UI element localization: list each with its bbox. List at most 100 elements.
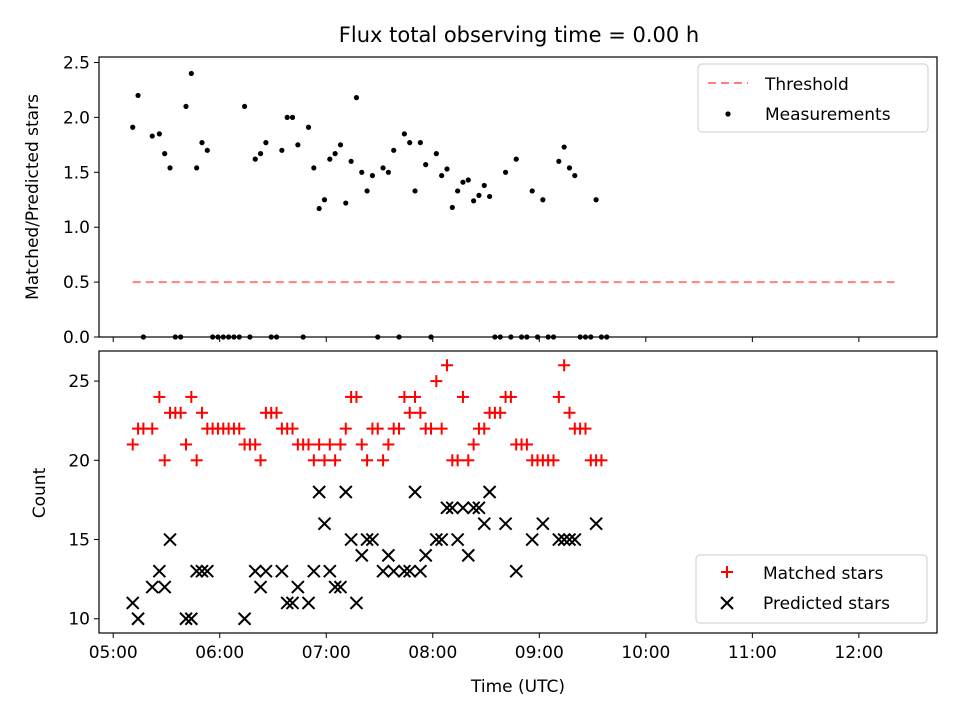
matched-star-point xyxy=(435,422,448,435)
measurement-point xyxy=(241,103,248,110)
measurement-point xyxy=(210,334,216,340)
matched-star-point xyxy=(195,406,208,419)
predicted-star-point xyxy=(536,516,550,531)
measurement-point xyxy=(231,334,237,340)
legend-matched-marker xyxy=(721,566,733,578)
matched-star-point xyxy=(440,359,453,372)
measurement-point xyxy=(220,334,226,340)
matched-star-point xyxy=(185,390,198,403)
predicted-star-point xyxy=(349,596,364,610)
predicted-star-point xyxy=(248,564,262,578)
measurement-point xyxy=(284,114,290,120)
measurement-point xyxy=(582,334,589,340)
matched-star-point xyxy=(398,390,411,403)
matched-star-point xyxy=(451,454,464,467)
bottom-axes: 10 15 20 25 05:00 06:00 07:00 08:00 09:00 10:00 1… xyxy=(30,350,938,697)
top-axes-frame xyxy=(98,56,938,338)
matched-star-point xyxy=(393,422,406,435)
measurement-point xyxy=(316,205,322,212)
measurement-point xyxy=(476,192,482,198)
measurement-point xyxy=(502,169,509,175)
measurement-point xyxy=(194,165,200,171)
predicted-star-point xyxy=(440,501,454,515)
predicted-star-point xyxy=(387,564,401,578)
measurement-point xyxy=(359,169,365,175)
measurements-series xyxy=(130,70,610,340)
measurement-point xyxy=(380,165,386,171)
measurement-point xyxy=(268,334,274,340)
measurement-point xyxy=(566,165,573,171)
top-legend: Threshold Measurements xyxy=(697,63,929,133)
bottom-y-ticks: 10 15 20 25 xyxy=(68,372,99,630)
matched-star-point xyxy=(478,422,491,435)
predicted-star-point xyxy=(333,580,348,594)
measurement-point xyxy=(252,156,258,162)
predicted-star-point xyxy=(376,564,390,578)
bottom-axes-frame xyxy=(98,350,938,634)
matched-star-point xyxy=(371,422,384,435)
measurement-point xyxy=(263,140,269,146)
measurement-point xyxy=(471,198,477,204)
matched-star-point xyxy=(520,438,533,451)
measurement-point xyxy=(455,188,461,194)
legend-predicted-marker xyxy=(720,596,734,610)
bottom-x-tick-label: 11:00 xyxy=(728,643,777,663)
measurement-point xyxy=(465,177,471,183)
measurement-point xyxy=(162,151,168,157)
matched-star-point xyxy=(414,406,427,419)
matched-star-point xyxy=(504,390,517,403)
top-y-tick-label: 0.5 xyxy=(63,273,90,293)
measurement-point xyxy=(273,334,280,340)
measurement-point xyxy=(529,188,535,194)
bottom-x-tick-label: 10:00 xyxy=(621,643,670,663)
measurement-point xyxy=(188,70,194,77)
bottom-y-tick-label: 25 xyxy=(68,372,90,392)
predicted-star-point xyxy=(259,564,273,578)
measurement-point xyxy=(135,92,141,99)
measurement-point xyxy=(518,334,525,340)
predicted-star-point xyxy=(307,564,321,578)
top-y-ticks: 0.0 0.5 1.0 1.5 2.0 2.5 xyxy=(63,53,99,348)
measurement-point xyxy=(401,131,407,137)
measurement-point xyxy=(439,172,445,179)
predicted-star-point xyxy=(344,532,358,547)
predicted-star-point xyxy=(525,532,539,547)
measurement-point xyxy=(556,158,562,164)
predicted-star-point xyxy=(360,532,374,547)
measurement-point xyxy=(486,193,493,200)
measurement-point xyxy=(348,158,354,164)
predicted-star-point xyxy=(466,501,481,515)
matched-star-point xyxy=(126,438,139,451)
top-y-tick-label: 1.5 xyxy=(63,163,90,183)
predicted-star-point xyxy=(562,532,577,547)
predicted-star-point xyxy=(312,485,326,499)
predicted-star-point xyxy=(498,516,513,531)
predicted-star-point xyxy=(328,580,342,594)
matched-star-point xyxy=(307,454,320,467)
legend-measurements-label: Measurements xyxy=(765,105,891,125)
predicted-star-point xyxy=(291,580,305,594)
predicted-star-point xyxy=(445,501,460,515)
matched-star-point xyxy=(456,390,469,403)
bottom-y-tick-label: 10 xyxy=(68,610,90,630)
predicted-star-point xyxy=(189,564,204,578)
matched-star-point xyxy=(462,454,475,467)
top-y-axis-label: Matched/Predicted stars xyxy=(23,94,43,300)
top-axes: 0.0 0.5 1.0 1.5 2.0 2.5 Matched/Predicted sta… xyxy=(23,53,938,348)
matched-star-point xyxy=(254,454,267,467)
figure-title: Flux total observing time = 0.00 h xyxy=(339,23,699,47)
predicted-star-point xyxy=(163,532,177,547)
measurement-point xyxy=(497,334,503,340)
matched-star-point xyxy=(329,454,342,467)
matched-star-point xyxy=(558,359,571,372)
measurement-point xyxy=(593,197,599,203)
measurement-point xyxy=(204,147,210,153)
bottom-x-tick-label: 06:00 xyxy=(195,643,244,663)
measurement-point xyxy=(149,133,155,139)
predicted-star-point xyxy=(253,580,268,594)
measurement-point xyxy=(492,334,498,340)
predicted-star-point xyxy=(323,564,337,578)
bottom-legend: Matched stars Predicted stars xyxy=(695,554,928,624)
matched-star-point xyxy=(425,422,438,435)
